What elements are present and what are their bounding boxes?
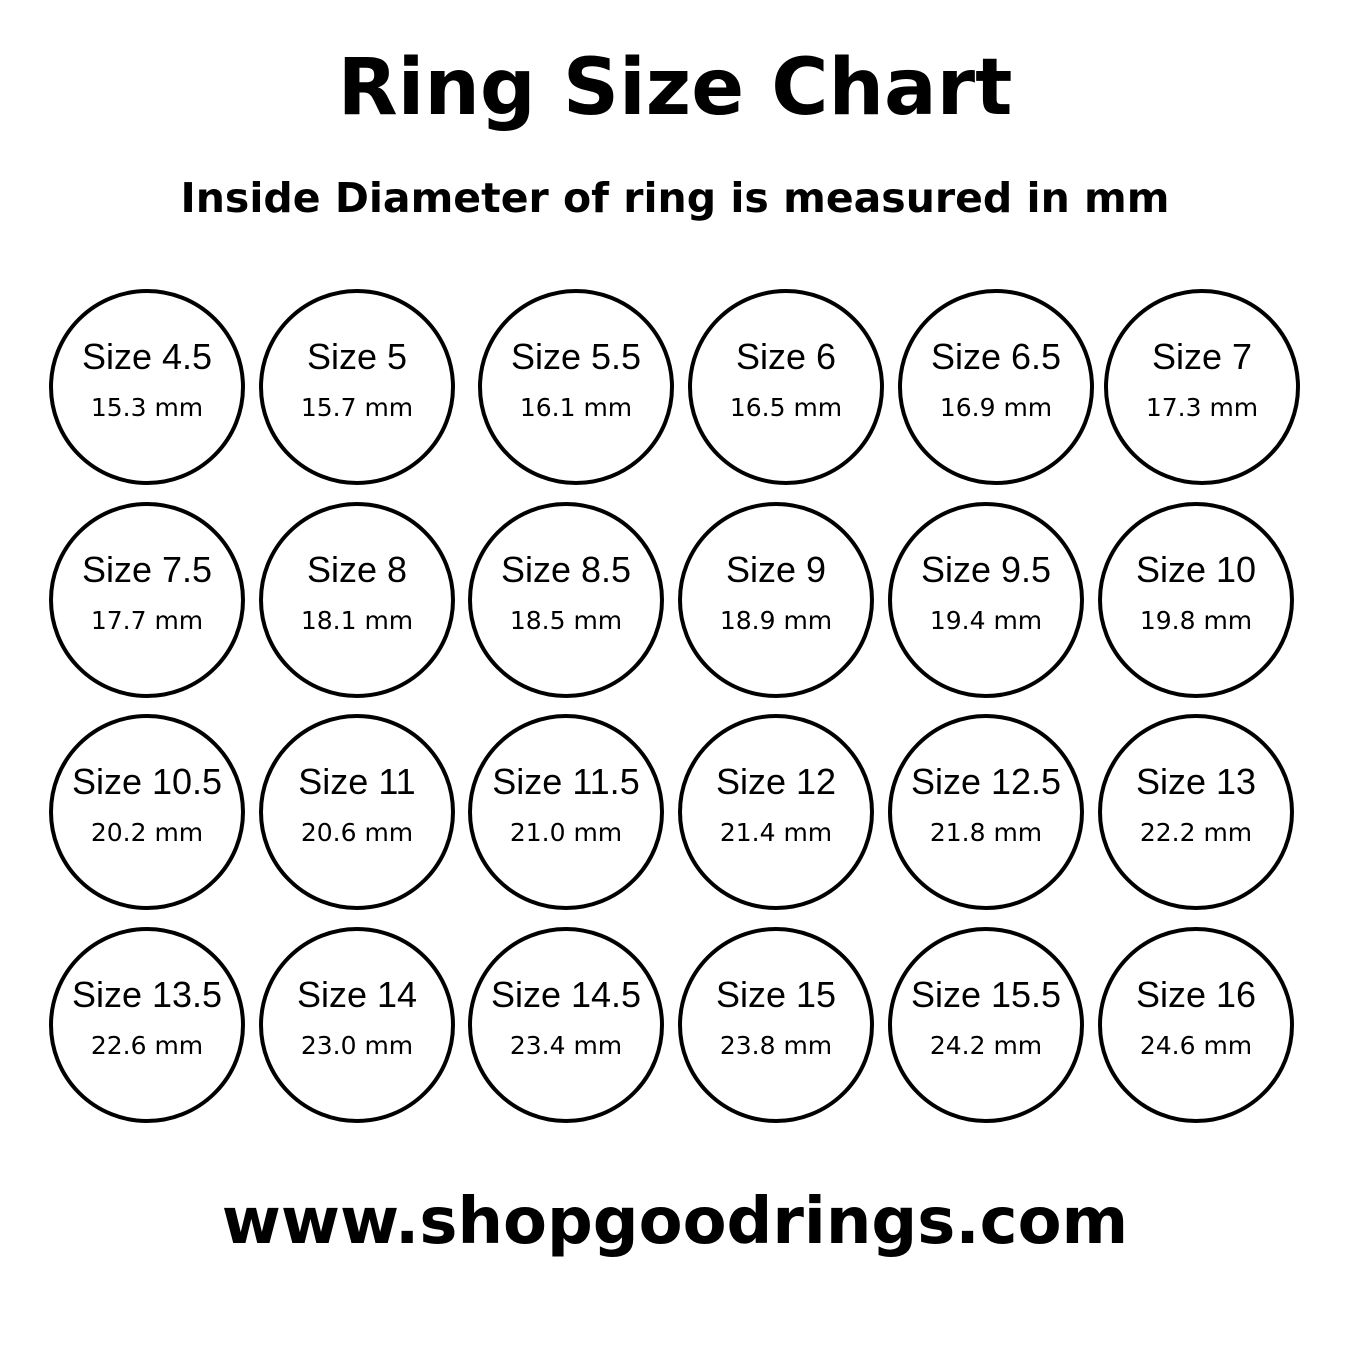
- ring-diameter-label: 23.8 mm: [719, 1031, 833, 1060]
- ring-circle: Size 8.5 18.5 mm: [468, 502, 664, 698]
- ring-diameter-label: 17.7 mm: [90, 606, 204, 635]
- ring-circle: Size 10.5 20.2 mm: [49, 714, 245, 910]
- ring-diameter-label: 17.3 mm: [1145, 393, 1259, 422]
- ring-circle: Size 14.5 23.4 mm: [468, 927, 664, 1123]
- ring-size-label: Size 10.5: [71, 761, 223, 802]
- ring-size-label: Size 7.5: [81, 549, 213, 590]
- ring-circle: Size 9.5 19.4 mm: [888, 502, 1084, 698]
- page-title: Ring Size Chart: [337, 43, 1013, 133]
- ring-size-label: Size 8.5: [500, 549, 632, 590]
- ring-size-label: Size 5.5: [510, 336, 642, 377]
- ring-size-label: Size 14: [296, 974, 418, 1015]
- ring-circle: Size 14 23.0 mm: [259, 927, 455, 1123]
- ring-circle: Size 16 24.6 mm: [1098, 927, 1294, 1123]
- ring-size-label: Size 13.5: [71, 974, 223, 1015]
- ring-size-label: Size 13: [1135, 761, 1257, 802]
- ring-size-label: Size 15.5: [910, 974, 1062, 1015]
- ring-size-label: Size 16: [1135, 974, 1257, 1015]
- ring-circle: Size 13.5 22.6 mm: [49, 927, 245, 1123]
- ring-diameter-label: 21.0 mm: [509, 818, 623, 847]
- ring-diameter-label: 19.4 mm: [929, 606, 1043, 635]
- ring-circle: Size 11 20.6 mm: [259, 714, 455, 910]
- page-subtitle: Inside Diameter of ring is measured in m…: [180, 174, 1170, 222]
- ring-diameter-label: 16.9 mm: [939, 393, 1053, 422]
- ring-size-label: Size 8: [306, 549, 408, 590]
- ring-diameter-label: 21.4 mm: [719, 818, 833, 847]
- ring-diameter-label: 21.8 mm: [929, 818, 1043, 847]
- ring-size-label: Size 10: [1135, 549, 1257, 590]
- ring-circle: Size 6.5 16.9 mm: [898, 289, 1094, 485]
- ring-diameter-label: 24.6 mm: [1139, 1031, 1253, 1060]
- ring-circle: Size 5 15.7 mm: [259, 289, 455, 485]
- ring-size-label: Size 15: [715, 974, 837, 1015]
- ring-circle: Size 10 19.8 mm: [1098, 502, 1294, 698]
- ring-circle: Size 8 18.1 mm: [259, 502, 455, 698]
- ring-circle: Size 4.5 15.3 mm: [49, 289, 245, 485]
- ring-size-label: Size 7: [1151, 336, 1253, 377]
- ring-circle: Size 15.5 24.2 mm: [888, 927, 1084, 1123]
- ring-size-label: Size 14.5: [490, 974, 642, 1015]
- ring-size-label: Size 11: [298, 761, 416, 802]
- ring-size-label: Size 12: [715, 761, 837, 802]
- ring-diameter-label: 18.5 mm: [509, 606, 623, 635]
- ring-circle: Size 12 21.4 mm: [678, 714, 874, 910]
- ring-circle: Size 13 22.2 mm: [1098, 714, 1294, 910]
- ring-circle: Size 15 23.8 mm: [678, 927, 874, 1123]
- ring-circle: Size 7 17.3 mm: [1104, 289, 1300, 485]
- ring-diameter-label: 20.6 mm: [300, 818, 414, 847]
- ring-diameter-label: 16.5 mm: [729, 393, 843, 422]
- ring-size-label: Size 5: [306, 336, 408, 377]
- ring-diameter-label: 18.9 mm: [719, 606, 833, 635]
- ring-size-label: Size 11.5: [492, 761, 640, 802]
- ring-size-label: Size 9.5: [920, 549, 1052, 590]
- ring-diameter-label: 23.0 mm: [300, 1031, 414, 1060]
- ring-size-label: Size 6.5: [930, 336, 1062, 377]
- ring-diameter-label: 23.4 mm: [509, 1031, 623, 1060]
- ring-size-label: Size 12.5: [910, 761, 1062, 802]
- ring-circle: Size 5.5 16.1 mm: [478, 289, 674, 485]
- ring-diameter-label: 22.2 mm: [1139, 818, 1253, 847]
- ring-diameter-label: 20.2 mm: [90, 818, 204, 847]
- ring-diameter-label: 15.7 mm: [300, 393, 414, 422]
- ring-diameter-label: 16.1 mm: [519, 393, 633, 422]
- ring-diameter-label: 19.8 mm: [1139, 606, 1253, 635]
- ring-diameter-label: 22.6 mm: [90, 1031, 204, 1060]
- ring-circle: Size 12.5 21.8 mm: [888, 714, 1084, 910]
- ring-circle: Size 6 16.5 mm: [688, 289, 884, 485]
- ring-circle: Size 9 18.9 mm: [678, 502, 874, 698]
- ring-circle: Size 11.5 21.0 mm: [468, 714, 664, 910]
- ring-size-label: Size 6: [735, 336, 837, 377]
- ring-diameter-label: 15.3 mm: [90, 393, 204, 422]
- ring-diameter-label: 18.1 mm: [300, 606, 414, 635]
- ring-circle: Size 7.5 17.7 mm: [49, 502, 245, 698]
- website-url: www.shopgoodrings.com: [221, 1185, 1129, 1259]
- ring-size-label: Size 9: [725, 549, 827, 590]
- ring-size-label: Size 4.5: [81, 336, 213, 377]
- ring-diameter-label: 24.2 mm: [929, 1031, 1043, 1060]
